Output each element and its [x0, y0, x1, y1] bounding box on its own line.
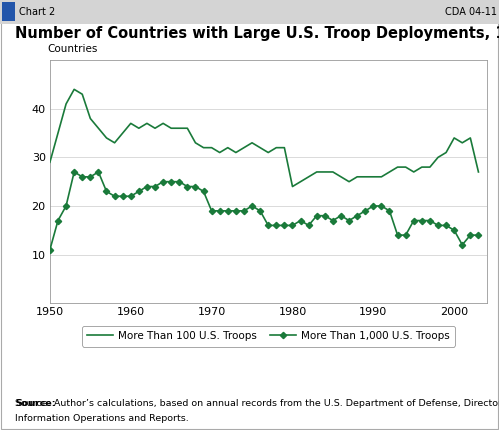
Text: Source:: Source:: [15, 399, 55, 408]
Text: Information Operations and Reports.: Information Operations and Reports.: [15, 414, 189, 423]
Text: Number of Countries with Large U.S. Troop Deployments, 1950-2003: Number of Countries with Large U.S. Troo…: [15, 26, 499, 41]
Text: Countries: Countries: [48, 44, 98, 54]
Text: Source: Author’s calculations, based on annual records from the U.S. Department : Source: Author’s calculations, based on …: [15, 399, 499, 408]
Legend: More Than 100 U.S. Troops, More Than 1,000 U.S. Troops: More Than 100 U.S. Troops, More Than 1,0…: [82, 326, 455, 347]
Text: Chart 2: Chart 2: [19, 7, 55, 17]
Text: CDA 04-11: CDA 04-11: [445, 7, 497, 17]
Bar: [2, 3, 15, 22]
